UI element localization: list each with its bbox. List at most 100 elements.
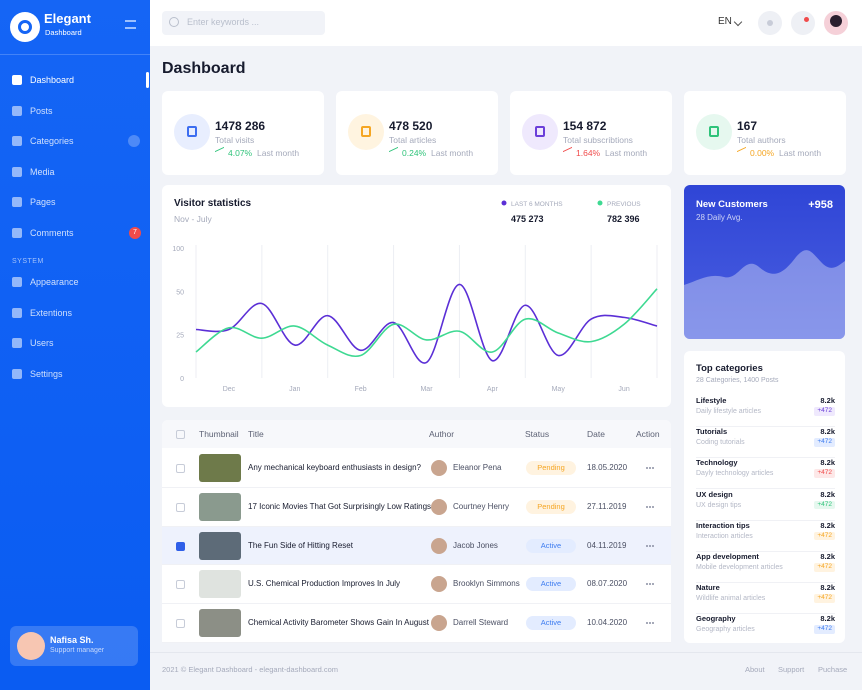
nav-label: Dashboard bbox=[30, 75, 75, 85]
stat-period: Last month bbox=[779, 148, 822, 158]
table-row[interactable]: Any mechanical keyboard enthusiasts in d… bbox=[162, 449, 671, 488]
category-row[interactable]: Geography Geography articles 8.2k +472 bbox=[696, 614, 835, 645]
status-pill: Pending bbox=[526, 461, 576, 475]
user-role: Support manager bbox=[50, 647, 105, 654]
legend-total: 475 273 bbox=[511, 214, 544, 224]
stat-card: 1478 286 Total visits 4.07% Last month bbox=[162, 91, 324, 175]
action-dot[interactable] bbox=[646, 544, 648, 547]
user-name: Nafisa Sh. bbox=[50, 635, 94, 645]
nav-icon bbox=[12, 228, 22, 238]
table-row[interactable]: Chemical Activity Barometer Shows Gain I… bbox=[162, 604, 671, 643]
row-checkbox[interactable] bbox=[176, 502, 185, 512]
legend-dot bbox=[597, 200, 603, 206]
search-input[interactable]: Enter keywords ... bbox=[162, 11, 325, 35]
nav-icon bbox=[12, 197, 22, 208]
nav-item[interactable]: Appearance bbox=[0, 272, 150, 292]
action-dot[interactable] bbox=[649, 505, 651, 508]
footer-link[interactable]: About bbox=[745, 665, 765, 674]
nav-item[interactable]: Extentions bbox=[0, 303, 150, 323]
nav-item[interactable]: Comments 7 bbox=[0, 223, 150, 243]
category-row[interactable]: App development Mobile development articl… bbox=[696, 552, 835, 583]
action-dot[interactable] bbox=[652, 505, 654, 508]
category-row[interactable]: Interaction tips Interaction articles 8.2k… bbox=[696, 521, 835, 552]
category-row[interactable]: Technology Dayly technology articles 8.2k +… bbox=[696, 458, 835, 490]
category-row[interactable]: Tutorials Coding tutorials 8.2k +472 bbox=[696, 427, 835, 459]
category-value: 8.2k bbox=[820, 489, 835, 499]
row-checkbox[interactable] bbox=[176, 619, 185, 629]
nav-item[interactable]: Users bbox=[0, 333, 150, 353]
nav-item[interactable]: Categories bbox=[0, 131, 150, 151]
icon bbox=[767, 20, 773, 26]
table-header: Title bbox=[248, 429, 264, 439]
table-header: Author bbox=[429, 429, 455, 439]
action-dot[interactable] bbox=[646, 467, 648, 469]
notifications-button[interactable] bbox=[791, 11, 815, 35]
nav-item[interactable]: Dashboard bbox=[0, 70, 150, 90]
sidebar bbox=[0, 0, 150, 690]
action-dot[interactable] bbox=[649, 622, 651, 625]
nav-item[interactable]: Pages bbox=[0, 192, 150, 212]
visitor-chart: Visitor statistics Nov - July LAST 6 MONTH… bbox=[172, 198, 658, 393]
stat-card: 154 872 Total subscribtions 1.64% Last mont… bbox=[510, 91, 672, 175]
action-dot[interactable] bbox=[649, 544, 651, 547]
logo[interactable] bbox=[10, 12, 40, 42]
thumbnail bbox=[199, 492, 241, 521]
menu-toggle[interactable] bbox=[125, 20, 136, 29]
theme-button[interactable] bbox=[758, 11, 782, 35]
table-row[interactable]: 17 Iconic Movies That Got Surprisingly L… bbox=[162, 487, 671, 527]
stat-value: 167 bbox=[737, 119, 758, 133]
row-checkbox[interactable] bbox=[176, 464, 185, 473]
footer-link[interactable]: Puchase bbox=[818, 665, 848, 674]
post-title: 17 Iconic Movies That Got Surprisingly L… bbox=[248, 501, 432, 511]
x-tick-label: Feb bbox=[355, 386, 367, 393]
author-name: Brooklyn Simmons bbox=[453, 579, 520, 589]
table-header: Thumbnail bbox=[199, 429, 239, 439]
action-dot[interactable] bbox=[652, 544, 654, 547]
nav-label: Appearance bbox=[30, 277, 79, 287]
user-card[interactable]: Nafisa Sh. Support manager bbox=[10, 626, 138, 666]
action-dot[interactable] bbox=[646, 622, 648, 625]
legend-name: PREVIOUS bbox=[607, 201, 641, 208]
author-name: Darrell Steward bbox=[453, 618, 509, 628]
category-row[interactable]: Lifestyle Daily lifestyle articles 8.2k +47… bbox=[696, 396, 835, 427]
nav-icon bbox=[12, 277, 22, 287]
category-desc: Interaction articles bbox=[696, 532, 753, 540]
row-checkbox[interactable] bbox=[176, 580, 185, 590]
action-dot[interactable] bbox=[652, 583, 654, 586]
x-tick-label: Dec bbox=[223, 386, 236, 393]
nav-item[interactable]: Media bbox=[0, 162, 150, 182]
stat-label: Total articles bbox=[389, 135, 437, 145]
top-categories-subtitle: 28 Categories, 1400 Posts bbox=[696, 377, 779, 384]
footer-link[interactable]: Support bbox=[778, 665, 805, 674]
action-dot[interactable] bbox=[649, 467, 651, 469]
action-dot[interactable] bbox=[649, 583, 651, 586]
table-row[interactable]: U.S. Chemical Production Improves In Jul… bbox=[162, 565, 671, 605]
category-change: +472 bbox=[814, 594, 835, 603]
stat-period: Last month bbox=[605, 148, 648, 158]
action-dot[interactable] bbox=[652, 467, 654, 469]
top-categories-title: Top categories bbox=[696, 363, 763, 374]
action-dot[interactable] bbox=[652, 622, 654, 625]
legend-total: 782 396 bbox=[607, 214, 640, 224]
active-indicator bbox=[146, 72, 149, 88]
brand-name: Elegant bbox=[44, 11, 91, 26]
stat-change: 4.07% bbox=[228, 148, 253, 158]
brand-sub: Dashboard bbox=[45, 28, 82, 37]
new-customers-title: New Customers bbox=[696, 199, 768, 210]
category-row[interactable]: Nature Wildlife animal articles 8.2k +472 bbox=[696, 583, 835, 615]
category-value: 8.2k bbox=[820, 427, 835, 437]
x-tick-label: Mar bbox=[420, 386, 433, 393]
table-row[interactable]: The Fun Side of Hitting Reset Jacob Jones… bbox=[162, 526, 671, 566]
header-checkbox[interactable] bbox=[176, 430, 185, 439]
nav-item[interactable]: Posts bbox=[0, 101, 150, 121]
nav-item[interactable]: Settings bbox=[0, 364, 150, 384]
category-change: +472 bbox=[814, 625, 835, 634]
nav-icon bbox=[12, 136, 22, 147]
row-checkbox[interactable] bbox=[176, 541, 185, 551]
category-row[interactable]: UX design UX design tips 8.2k +472 bbox=[696, 490, 835, 521]
post-date: 27.11.2019 bbox=[587, 501, 627, 511]
action-dot[interactable] bbox=[646, 583, 648, 586]
profile-avatar[interactable] bbox=[824, 11, 848, 35]
action-dot[interactable] bbox=[646, 505, 648, 508]
expand-button bbox=[128, 135, 140, 148]
